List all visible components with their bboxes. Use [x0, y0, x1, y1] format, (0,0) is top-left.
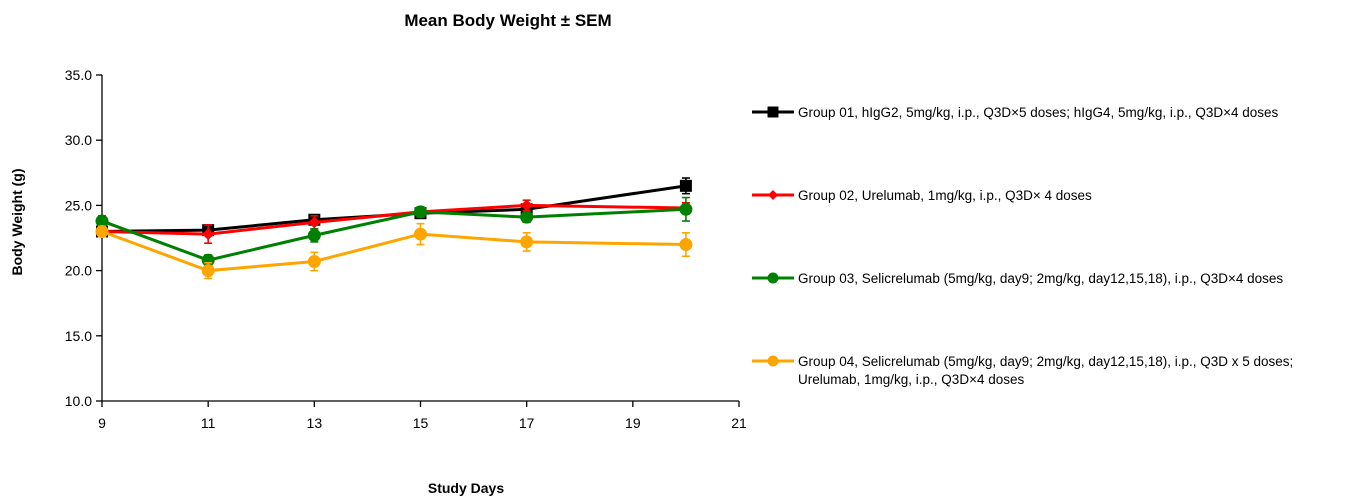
data-point-circle: [520, 210, 534, 224]
x-tick-label: 19: [625, 415, 641, 431]
data-point-circle: [679, 238, 693, 252]
legend-label: Group 02, Urelumab, 1mg/kg, i.p., Q3D× 4…: [798, 188, 1092, 203]
plot-series: [95, 177, 693, 280]
series-group-2: [96, 199, 692, 245]
data-point-circle: [767, 272, 779, 284]
x-tick-label: 9: [98, 415, 106, 431]
legend-label: Group 03, Selicrelumab (5mg/kg, day9; 2m…: [798, 271, 1283, 286]
x-tick-label: 15: [413, 415, 429, 431]
legend-item-3: Group 03, Selicrelumab (5mg/kg, day9; 2m…: [752, 271, 1283, 286]
y-tick-label: 10.0: [65, 393, 92, 409]
axes: 10.0 15.0 20.0 25.0 30.0 35.0 9 11 13 15 17 19 21: [65, 67, 747, 431]
data-point-diamond: [202, 228, 215, 241]
data-point-circle: [520, 235, 534, 249]
legend-label: Urelumab, 1mg/kg, i.p., Q3D×4 doses: [798, 372, 1024, 387]
x-tick-label: 21: [731, 415, 747, 431]
y-tick-label: 15.0: [65, 328, 92, 344]
x-tick-label: 11: [201, 415, 216, 431]
legend-label: Group 01, hIgG2, 5mg/kg, i.p., Q3D×5 dos…: [798, 105, 1279, 120]
data-point-diamond: [768, 190, 778, 200]
data-point-circle: [679, 202, 693, 216]
data-point-circle: [307, 228, 321, 242]
legend-item-4: Group 04, Selicrelumab (5mg/kg, day9; 2m…: [752, 354, 1293, 387]
y-tick-label: 20.0: [65, 263, 92, 279]
y-tick-label: 35.0: [65, 67, 92, 83]
data-point-square: [679, 179, 692, 192]
series-line: [101, 184, 687, 233]
y-tick-label: 30.0: [65, 132, 92, 148]
data-point-circle: [95, 214, 109, 228]
legend-item-2: Group 02, Urelumab, 1mg/kg, i.p., Q3D× 4…: [752, 188, 1092, 203]
data-point-square: [767, 106, 779, 118]
series-line: [101, 207, 686, 262]
data-point-diamond: [520, 199, 533, 212]
legend-item-1: Group 01, hIgG2, 5mg/kg, i.p., Q3D×5 dos…: [752, 105, 1279, 120]
legend: Group 01, hIgG2, 5mg/kg, i.p., Q3D×5 dos…: [752, 105, 1293, 387]
y-axis-label: Body Weight (g): [9, 168, 25, 275]
data-point-circle: [767, 355, 779, 367]
data-point-circle: [414, 227, 427, 241]
y-tick-label: 25.0: [65, 197, 92, 213]
data-point-circle: [307, 254, 321, 268]
x-axis-label: Study Days: [428, 480, 504, 496]
chart-title: Mean Body Weight ± SEM: [404, 11, 611, 30]
legend-label: Group 04, Selicrelumab (5mg/kg, day9; 2m…: [798, 354, 1293, 369]
data-point-circle: [414, 205, 427, 219]
x-tick-label: 17: [519, 415, 535, 431]
series-line: [101, 230, 686, 273]
data-point-diamond: [308, 216, 321, 229]
x-tick-label: 13: [307, 415, 323, 431]
data-point-circle: [95, 224, 109, 238]
series-group-4: [95, 222, 693, 280]
series-line: [101, 203, 686, 236]
data-point-circle: [201, 264, 215, 278]
